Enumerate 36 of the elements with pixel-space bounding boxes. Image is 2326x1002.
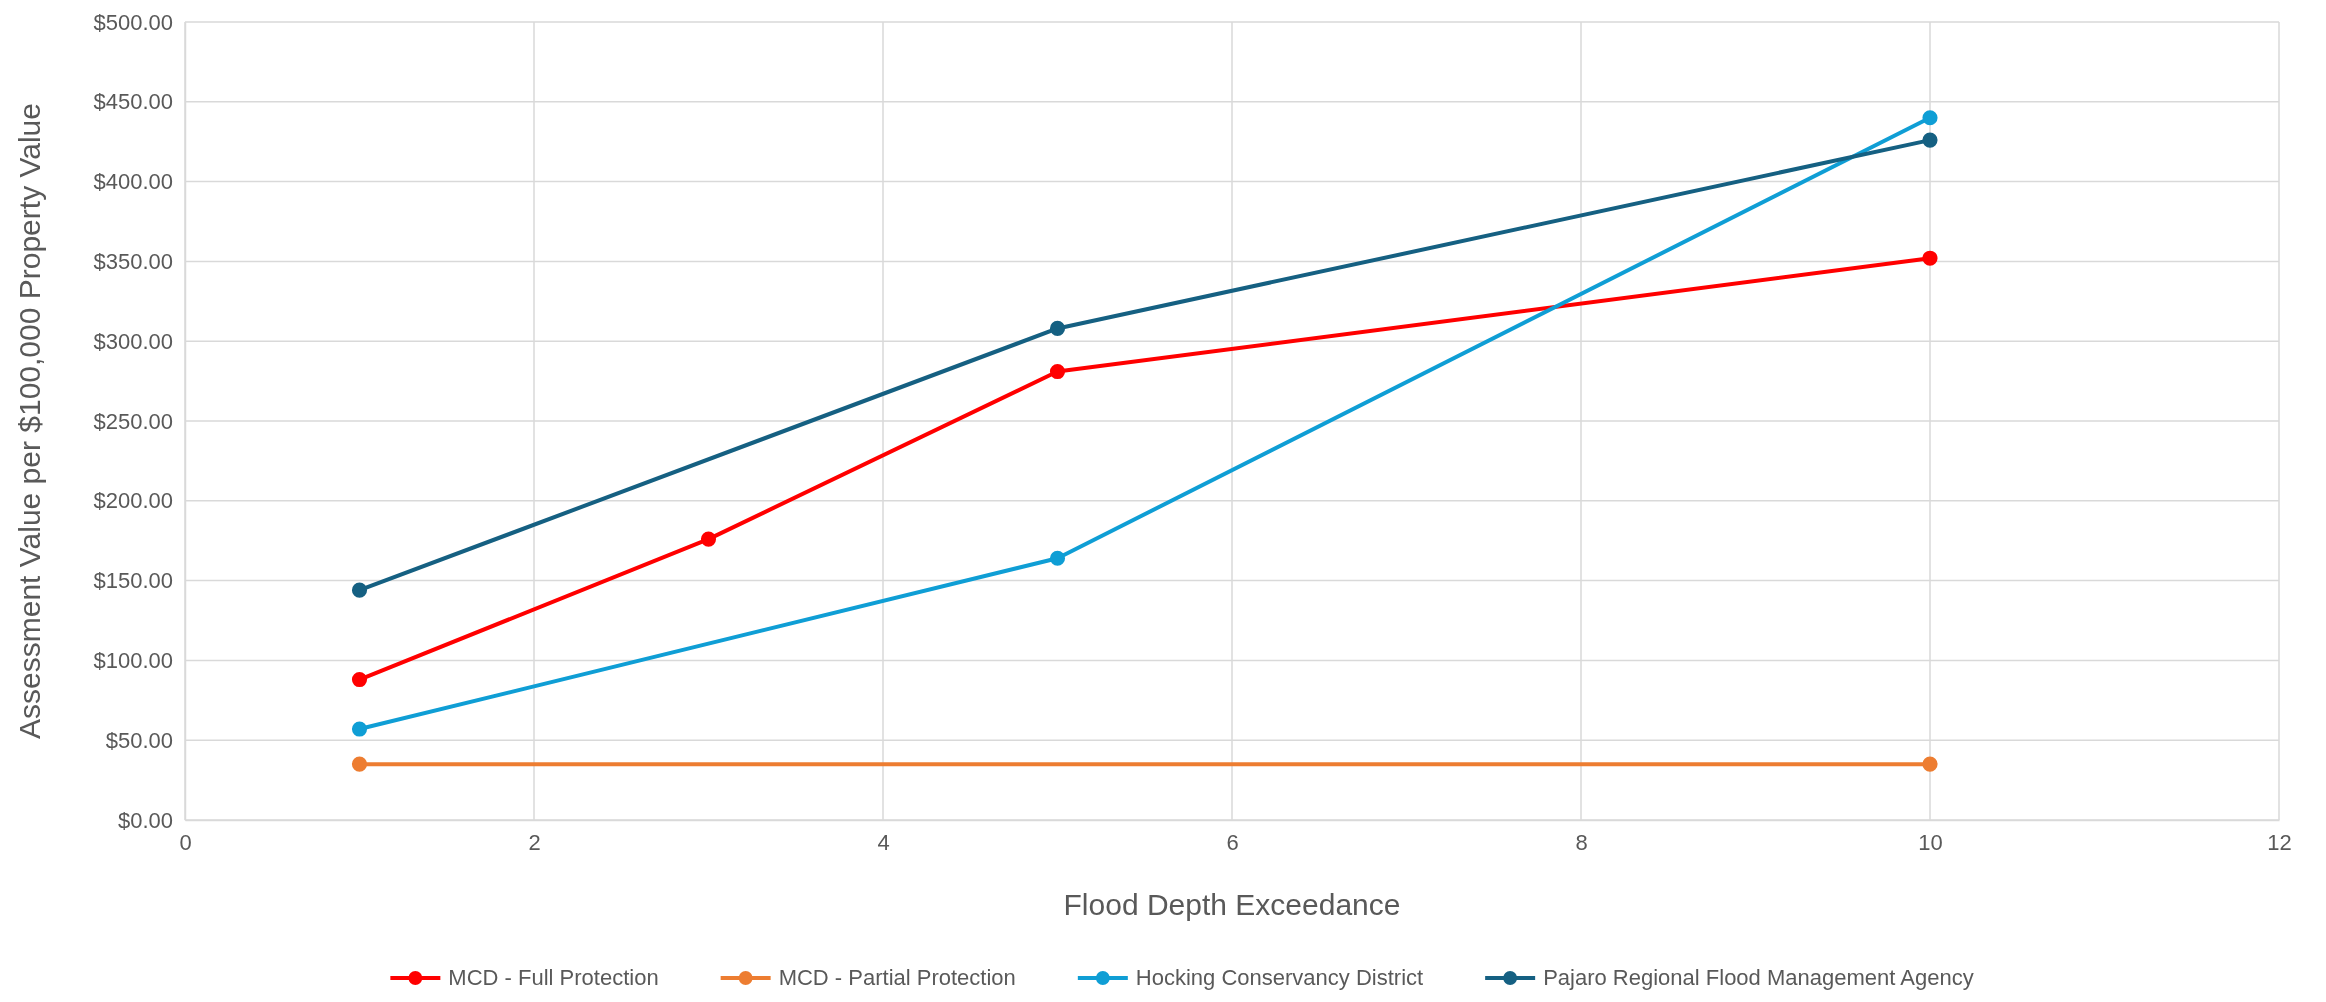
x-tick-label: 2	[528, 829, 541, 855]
legend-label: Hocking Conservancy District	[1135, 965, 1424, 990]
point	[700, 531, 717, 547]
y-tick-label: $400.00	[93, 169, 173, 195]
y-tick-label: $350.00	[93, 248, 173, 274]
y-tick-label: $500.00	[93, 9, 173, 35]
x-tick-label: 6	[1226, 829, 1239, 855]
y-tick-label: $300.00	[93, 328, 173, 354]
legend-label: Pajaro Regional Flood Management Agency	[1543, 965, 1974, 990]
point	[1049, 320, 1066, 336]
point	[351, 721, 368, 737]
point	[1922, 756, 1938, 772]
y-tick-label: $200.00	[93, 488, 173, 514]
point	[1922, 132, 1938, 148]
y-tick-label: $250.00	[93, 408, 173, 434]
point	[1922, 250, 1938, 266]
y-tick-label: $50.00	[105, 727, 173, 753]
x-tick-label: 8	[1575, 829, 1588, 855]
point	[1922, 110, 1938, 126]
legend-label: MCD - Partial Protection	[778, 965, 1016, 990]
legend-label: MCD - Full Protection	[448, 965, 659, 990]
y-tick-label: $150.00	[93, 568, 173, 594]
x-tick-label: 12	[2267, 829, 2292, 855]
point	[351, 672, 368, 688]
point	[351, 756, 368, 772]
x-tick-label: 0	[179, 829, 192, 855]
x-axis-title: Flood Depth Exceedance	[1063, 888, 1401, 921]
y-tick-label: $100.00	[93, 647, 173, 673]
point	[351, 582, 368, 598]
x-tick-label: 4	[877, 829, 890, 855]
y-tick-label: $0.00	[117, 807, 173, 833]
point	[1049, 550, 1066, 566]
y-axis-title: Assessment Value per $100,000 Property Value	[13, 103, 46, 739]
point	[1049, 363, 1066, 380]
x-tick-label: 10	[1918, 829, 1943, 855]
y-tick-label: $450.00	[93, 89, 173, 115]
